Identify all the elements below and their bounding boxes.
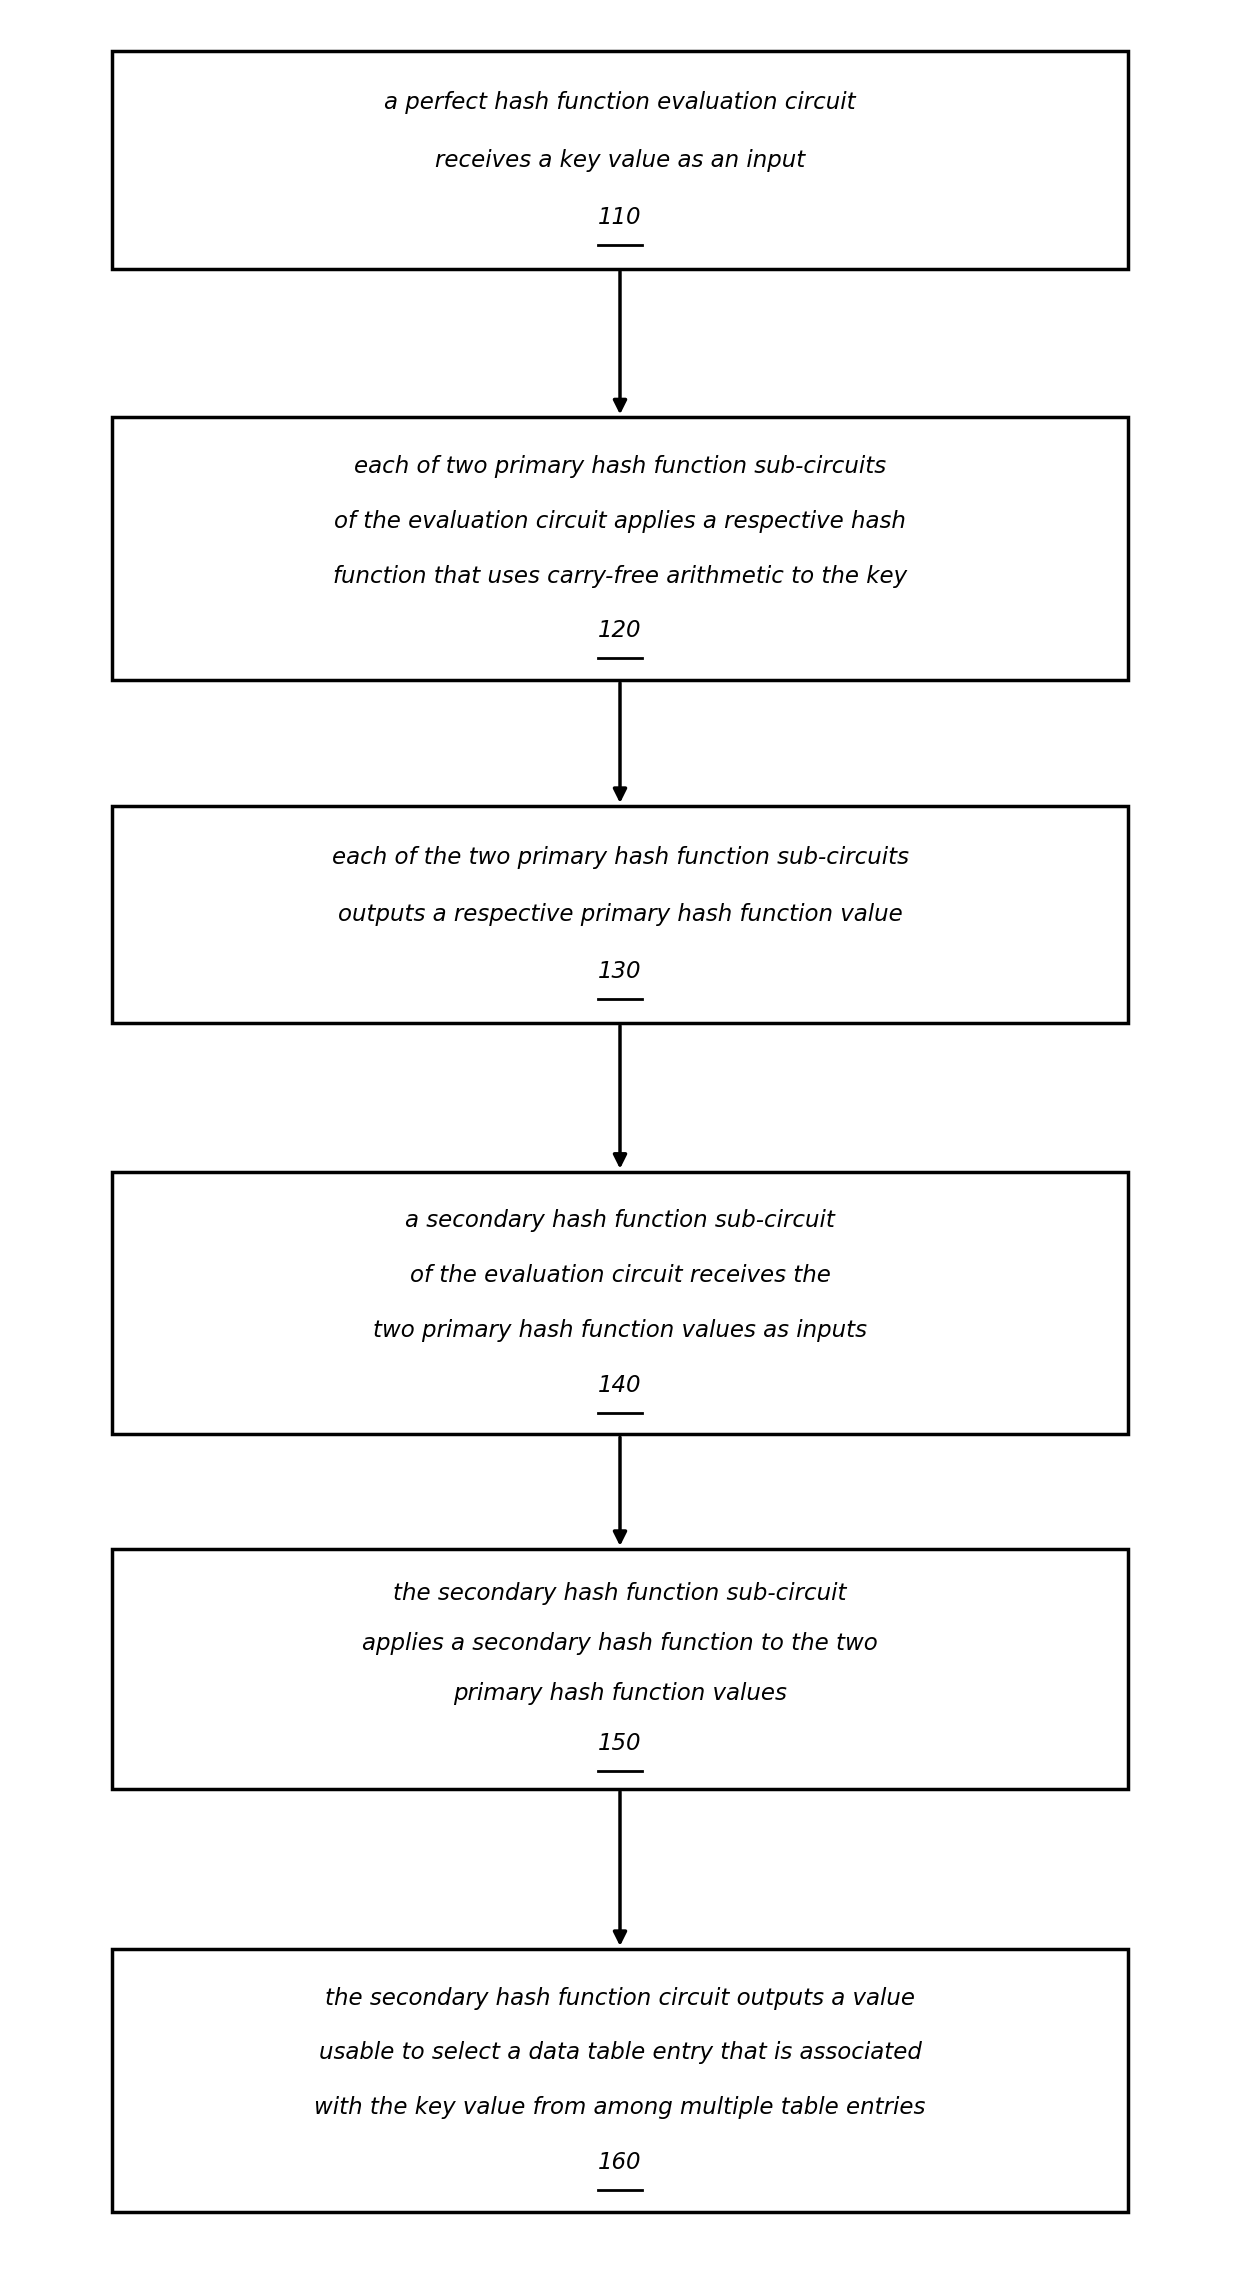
Text: outputs a respective primary hash function value: outputs a respective primary hash functi… (337, 903, 903, 926)
Text: 140: 140 (598, 1374, 642, 1397)
Text: a secondary hash function sub-circuit: a secondary hash function sub-circuit (405, 1209, 835, 1232)
Text: with the key value from among multiple table entries: with the key value from among multiple t… (314, 2096, 926, 2119)
Text: of the evaluation circuit applies a respective hash: of the evaluation circuit applies a resp… (334, 510, 906, 533)
Text: of the evaluation circuit receives the: of the evaluation circuit receives the (409, 1264, 831, 1287)
Text: each of two primary hash function sub-circuits: each of two primary hash function sub-ci… (353, 455, 887, 478)
Text: 110: 110 (598, 206, 642, 229)
FancyBboxPatch shape (112, 1948, 1128, 2213)
Text: function that uses carry-free arithmetic to the key: function that uses carry-free arithmetic… (332, 565, 908, 588)
Text: primary hash function values: primary hash function values (453, 1682, 787, 1705)
FancyBboxPatch shape (112, 1170, 1128, 1436)
FancyBboxPatch shape (112, 807, 1128, 1024)
Text: 150: 150 (598, 1733, 642, 1756)
Text: applies a secondary hash function to the two: applies a secondary hash function to the… (362, 1632, 878, 1655)
Text: 130: 130 (598, 960, 642, 983)
Text: each of the two primary hash function sub-circuits: each of the two primary hash function su… (331, 846, 909, 869)
FancyBboxPatch shape (112, 416, 1128, 681)
FancyBboxPatch shape (112, 50, 1128, 267)
Text: a perfect hash function evaluation circuit: a perfect hash function evaluation circu… (384, 91, 856, 114)
Text: usable to select a data table entry that is associated: usable to select a data table entry that… (319, 2041, 921, 2064)
Text: the secondary hash function circuit outputs a value: the secondary hash function circuit outp… (325, 1987, 915, 2009)
Text: two primary hash function values as inputs: two primary hash function values as inpu… (373, 1319, 867, 1342)
Text: 160: 160 (598, 2151, 642, 2174)
Text: 120: 120 (598, 620, 642, 642)
FancyBboxPatch shape (112, 1550, 1128, 1788)
Text: receives a key value as an input: receives a key value as an input (435, 149, 805, 171)
Text: the secondary hash function sub-circuit: the secondary hash function sub-circuit (393, 1582, 847, 1605)
